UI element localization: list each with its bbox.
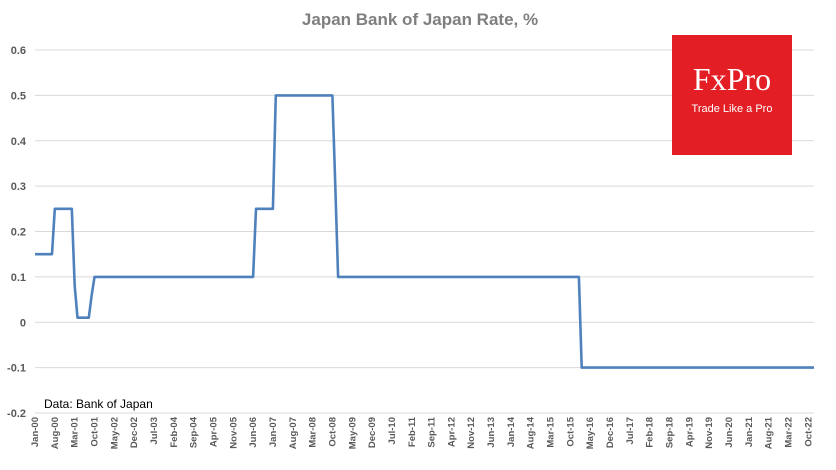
x-tick-label: Feb-18 <box>645 417 656 448</box>
x-tick-label: Oct-22 <box>803 417 814 447</box>
x-tick-label: Jul-03 <box>149 417 160 444</box>
x-tick-label: Jan-00 <box>30 417 41 447</box>
x-tick-label: Mar-22 <box>784 417 795 448</box>
x-tick-label: Aug-00 <box>50 417 61 449</box>
chart-title: Japan Bank of Japan Rate, % <box>302 10 538 29</box>
x-tick-label: Sep-11 <box>427 416 438 447</box>
x-tick-label: Feb-04 <box>169 416 180 447</box>
logo-tagline: Trade Like a Pro <box>691 103 773 115</box>
x-tick-label: May-09 <box>347 417 358 449</box>
y-tick-label: 0.6 <box>11 45 26 57</box>
x-tick-label: Jul-10 <box>387 417 398 444</box>
x-tick-label: Apr-12 <box>446 417 457 447</box>
x-tick-label: Sep-18 <box>665 417 676 448</box>
x-tick-label: Jul-17 <box>625 417 636 444</box>
y-tick-label: 0.2 <box>11 227 26 239</box>
series-line <box>35 94 814 369</box>
source-note: Data: Bank of Japan <box>44 397 153 411</box>
x-tick-label: Apr-05 <box>208 416 219 447</box>
x-tick-label: Mar-01 <box>70 416 81 447</box>
x-tick-label: Apr-19 <box>684 417 695 447</box>
x-tick-label: Oct-01 <box>89 416 100 446</box>
x-tick-label: Jun-06 <box>248 417 259 448</box>
x-tick-label: Jan-14 <box>506 416 517 447</box>
logo-wordmark: FxPro <box>692 61 772 97</box>
x-tick-label: Jan-21 <box>744 416 755 447</box>
x-tick-label: Oct-08 <box>327 417 338 447</box>
y-tick-label: 0.4 <box>11 136 27 148</box>
x-tick-label: Aug-21 <box>764 416 775 449</box>
x-tick-label: Nov-19 <box>704 417 715 449</box>
x-tick-label: Dec-02 <box>129 417 140 448</box>
series-group <box>35 94 814 369</box>
x-tick-label: Dec-09 <box>367 417 378 448</box>
x-tick-label: Jun-20 <box>724 417 735 448</box>
y-tick-label: 0.5 <box>11 90 26 102</box>
x-tick-label: Dec-16 <box>605 417 616 448</box>
x-tick-label: Mar-15 <box>546 416 557 447</box>
x-tick-label: May-02 <box>109 417 120 449</box>
x-tick-label: Oct-15 <box>565 416 576 446</box>
x-tick-label: Mar-08 <box>308 417 319 448</box>
x-tick-label: Nov-12 <box>466 417 477 449</box>
x-tick-label: Jun-13 <box>486 417 497 448</box>
y-axis: 0.6 0.5 0.4 0.3 0.2 0.1 0 -0.1 -0.2 <box>7 45 27 420</box>
y-tick-label: 0 <box>20 317 26 329</box>
x-tick-label: Feb-11 <box>407 416 418 447</box>
x-tick-label: Aug-07 <box>288 417 299 449</box>
y-tick-label: -0.2 <box>7 408 26 420</box>
y-tick-label: -0.1 <box>7 363 26 375</box>
x-tick-label: Jan-07 <box>268 417 279 447</box>
fxpro-logo: FxPro Trade Like a Pro <box>672 35 792 155</box>
x-tick-label: Nov-05 <box>228 416 239 448</box>
x-tick-label: May-16 <box>585 417 596 449</box>
y-tick-label: 0.3 <box>11 181 26 193</box>
y-tick-label: 0.1 <box>11 272 26 284</box>
x-axis: Jan-00 Aug-00 Mar-01 Oct-01 May-02 Dec-02 Jul-… <box>30 416 814 449</box>
x-tick-label: Sep-04 <box>189 416 200 448</box>
x-tick-label: Aug-14 <box>526 416 537 449</box>
